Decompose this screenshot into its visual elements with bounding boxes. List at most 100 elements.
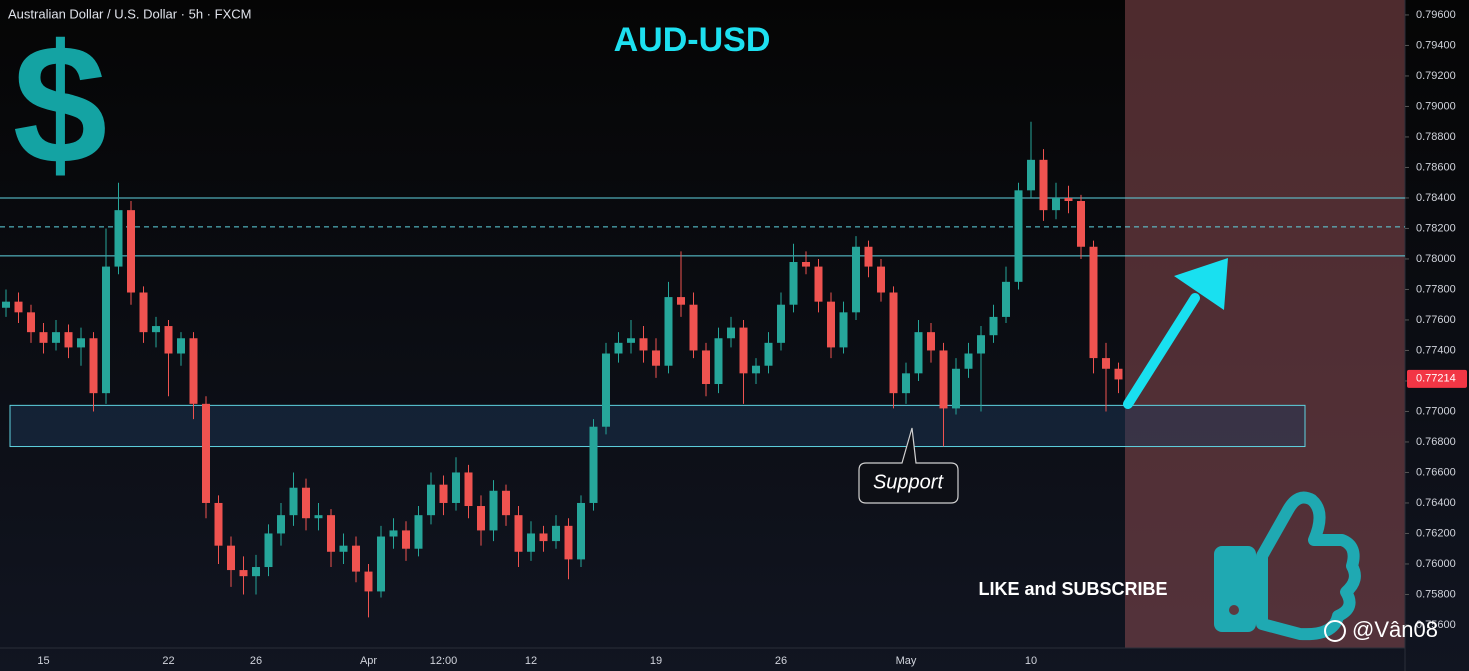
candle-body	[27, 312, 35, 333]
last-price-label: 0.77214	[1416, 373, 1456, 385]
candle-body	[377, 536, 385, 592]
candle-body	[427, 484, 435, 516]
candle-body	[564, 525, 573, 560]
y-tick-label: 0.77400	[1416, 344, 1456, 356]
candle-body	[64, 332, 73, 348]
candle-body	[1027, 159, 1035, 191]
y-tick-label: 0.78600	[1416, 161, 1456, 173]
candle-body	[114, 210, 123, 267]
candle-body	[1039, 159, 1048, 211]
candle-body	[327, 515, 335, 552]
candle-body	[702, 350, 710, 385]
candle-body	[102, 266, 110, 394]
arrow-head	[1174, 258, 1228, 310]
x-tick-label: 10	[1025, 655, 1037, 667]
candle-body	[152, 326, 160, 333]
candle-body	[1102, 358, 1110, 369]
candle-body	[589, 426, 598, 503]
candle-body	[652, 350, 660, 366]
y-tick-label: 0.78000	[1416, 253, 1456, 265]
chart-title: Australian Dollar / U.S. Dollar · 5h · F…	[8, 6, 251, 21]
candle-body	[452, 472, 460, 503]
candle-body	[827, 301, 835, 348]
x-tick-label: 12:00	[430, 655, 458, 667]
arrow-shaft	[1123, 293, 1200, 409]
candle-body	[314, 515, 323, 519]
candle-body	[1064, 197, 1073, 202]
candle-body	[239, 570, 248, 577]
candle-body	[302, 487, 310, 519]
candle-body	[989, 316, 998, 336]
candle-body	[489, 490, 498, 531]
heading: AUD-USD	[614, 21, 771, 59]
candle-body	[839, 312, 848, 348]
watermark: @Vân08	[1324, 617, 1438, 642]
y-tick-label: 0.77600	[1416, 314, 1456, 326]
last-price-tag	[1407, 369, 1467, 388]
thumbs-up-icon	[1214, 491, 1361, 641]
x-tick-label: 22	[162, 655, 174, 667]
candle-body	[439, 484, 448, 503]
candle-body	[877, 266, 885, 293]
candle-body	[464, 472, 473, 507]
candle-body	[964, 353, 973, 369]
candle-body	[614, 342, 623, 354]
candle-body	[789, 262, 798, 305]
candle-body	[777, 304, 785, 343]
y-tick-label: 0.78200	[1416, 222, 1456, 234]
y-tick-label: 0.76200	[1416, 527, 1456, 539]
candle-body	[289, 487, 298, 516]
thumb-cuff	[1214, 546, 1256, 632]
y-tick-label: 0.79000	[1416, 100, 1456, 112]
y-tick-label: 0.79600	[1416, 9, 1456, 21]
candle-body	[14, 301, 23, 313]
candle-body	[752, 365, 760, 374]
support-label: Support	[873, 471, 944, 493]
candle-body	[502, 490, 510, 516]
candle-body	[889, 292, 898, 394]
thumb-cuff-dot	[1229, 605, 1239, 615]
candle-body	[2, 301, 10, 308]
candle-body	[764, 342, 773, 366]
candle-body	[1014, 190, 1023, 282]
candle-body	[277, 515, 285, 534]
candle-body	[189, 338, 198, 404]
x-tick-label: 12	[525, 655, 537, 667]
y-tick-label: 0.76800	[1416, 436, 1456, 448]
candle-body	[977, 335, 985, 354]
y-tick-label: 0.76000	[1416, 558, 1456, 570]
candle-body	[77, 338, 85, 348]
candle-body	[802, 262, 810, 267]
candle-body	[389, 530, 398, 537]
candle-body	[852, 246, 860, 313]
candle-body	[514, 515, 523, 552]
support-zone	[9, 404, 1306, 448]
candle-body	[864, 246, 873, 267]
candle-body	[264, 533, 273, 568]
candle-body	[402, 530, 410, 549]
candle-body	[914, 332, 923, 374]
candle-body	[39, 332, 48, 343]
candle-body	[477, 506, 485, 531]
y-tick-label: 0.75800	[1416, 588, 1456, 600]
candle-body	[727, 327, 735, 339]
candle-body	[164, 326, 173, 354]
call-to-action: LIKE and SUBSCRIBE	[978, 579, 1167, 599]
plot: 0.79600 0.79400 0.79200 0.79000 0.78800 0.786…	[0, 9, 1467, 667]
candle-body	[1077, 201, 1085, 247]
candle-body	[677, 297, 685, 305]
candle-body	[177, 338, 185, 354]
candle-body	[952, 368, 960, 409]
x-tick-label: May	[896, 655, 917, 667]
candle-body	[364, 571, 373, 592]
y-tick-label: 0.76600	[1416, 466, 1456, 478]
candle-body	[639, 338, 648, 351]
candle-body	[202, 403, 210, 503]
x-tick-label: 26	[250, 655, 262, 667]
candle-body	[714, 338, 723, 385]
y-tick-label: 0.78400	[1416, 192, 1456, 204]
y-tick-label: 0.77800	[1416, 283, 1456, 295]
thumb-hand	[1256, 491, 1361, 641]
candle-body	[1002, 281, 1010, 317]
